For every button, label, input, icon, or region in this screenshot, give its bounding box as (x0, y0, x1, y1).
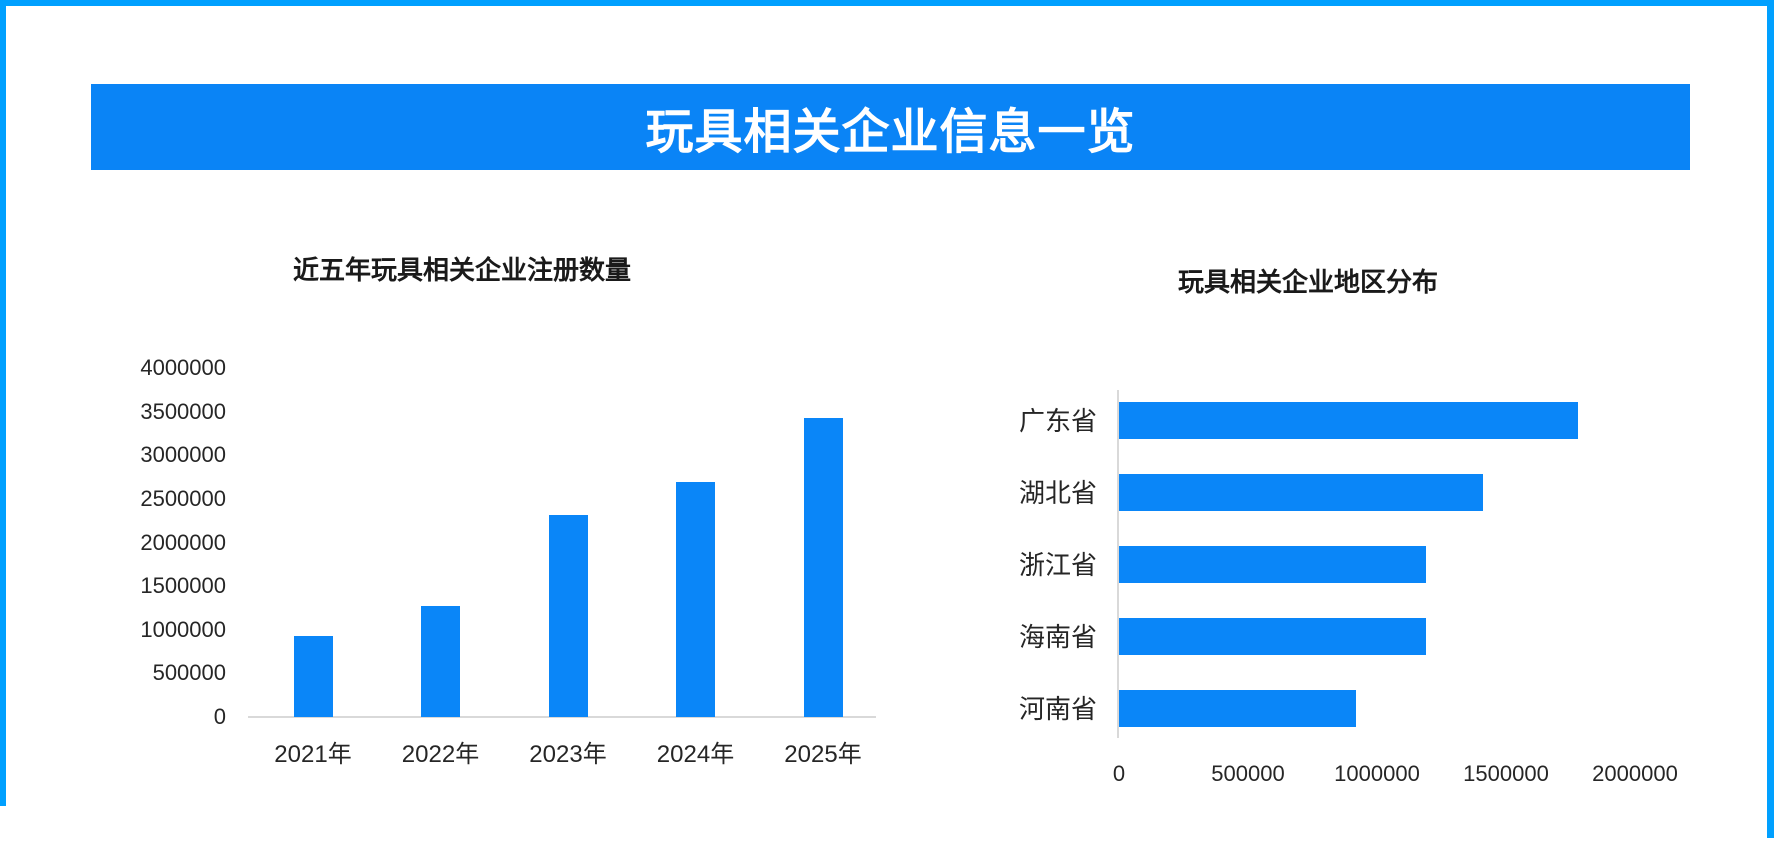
x-axis-tick-label: 500000 (1211, 761, 1285, 786)
x-axis-category-label: 2021年 (274, 741, 352, 768)
region-bar (1119, 546, 1426, 583)
y-axis-tick-label: 1000000 (140, 616, 226, 642)
y-axis-category-label: 广东省 (1018, 405, 1097, 436)
registrations-bar (548, 515, 588, 717)
y-axis-tick-label: 2500000 (140, 485, 226, 511)
y-axis-tick-label: 0 (213, 704, 226, 729)
y-axis-tick-label: 3500000 (140, 398, 226, 424)
regions-chart-title: 玩具相关企业地区分布 (1177, 267, 1438, 297)
x-axis-tick-label: 1500000 (1463, 761, 1549, 786)
x-axis-tick-label: 1000000 (1334, 761, 1420, 786)
y-axis-category-label: 海南省 (1018, 621, 1097, 652)
y-axis-tick-label: 2000000 (140, 529, 226, 555)
registrations-bar (803, 418, 843, 717)
region-bar (1119, 474, 1483, 511)
y-axis-category-label: 河南省 (1018, 693, 1097, 724)
left-border (0, 0, 6, 806)
y-axis-tick-label: 1500000 (140, 573, 226, 599)
y-axis-category-label: 湖北省 (1018, 477, 1097, 508)
x-axis-category-label: 2023年 (529, 741, 607, 768)
page-title: 玩具相关企业信息一览 (645, 106, 1136, 159)
x-axis-category-label: 2025年 (784, 741, 862, 768)
registrations-bar (421, 606, 460, 717)
y-axis-line (1117, 390, 1119, 738)
registrations-bar (676, 482, 715, 717)
y-axis-category-label: 浙江省 (1018, 549, 1097, 580)
region-bar (1119, 402, 1578, 439)
right-border (1767, 0, 1774, 838)
y-axis-tick-label: 4000000 (140, 355, 226, 380)
x-axis-category-label: 2022年 (401, 741, 480, 768)
x-axis-category-label: 2024年 (656, 741, 735, 768)
y-axis-tick-label: 500000 (152, 660, 226, 686)
x-axis-baseline (248, 716, 876, 718)
region-bar (1119, 690, 1356, 727)
registrations-chart-title: 近五年玩具相关企业注册数量 (293, 255, 632, 285)
top-border (0, 0, 1774, 6)
region-bar (1119, 618, 1426, 655)
x-axis-tick-label: 2000000 (1592, 761, 1678, 786)
x-axis-tick-label: 0 (1112, 761, 1126, 786)
header-banner: 玩具相关企业信息一览 (91, 84, 1690, 170)
registrations-bar (293, 636, 333, 717)
y-axis-tick-label: 3000000 (140, 442, 226, 468)
